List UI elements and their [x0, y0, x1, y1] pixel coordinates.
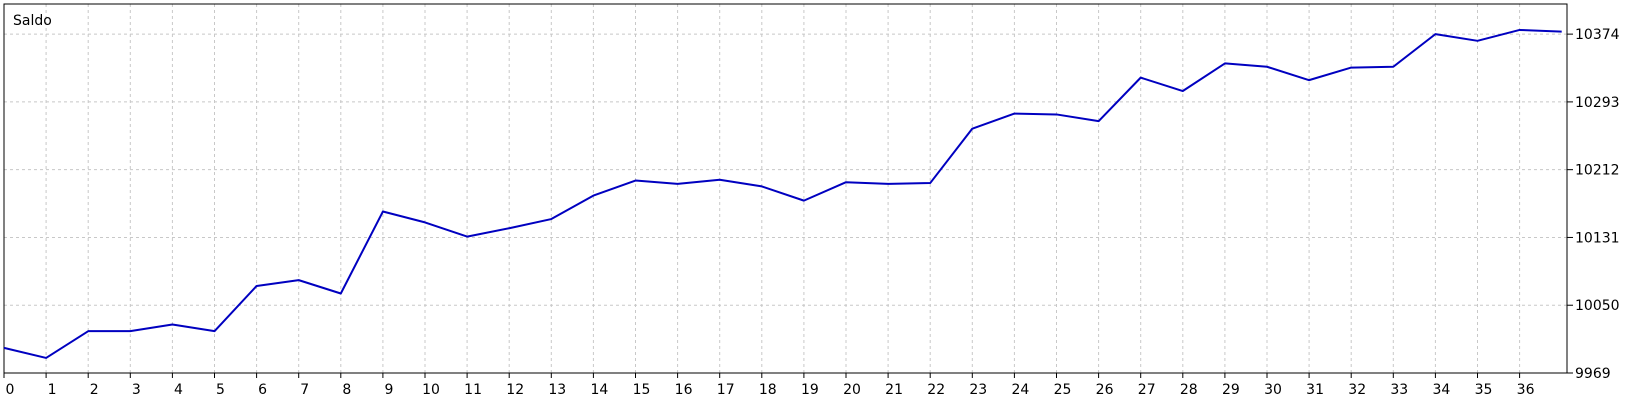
x-tick-label: 18 [759, 382, 777, 398]
x-tick-label: 10 [422, 382, 440, 398]
x-tick-label: 22 [927, 382, 945, 398]
x-tick-label: 0 [6, 382, 15, 398]
x-tick-label: 29 [1222, 382, 1240, 398]
x-tick-label: 17 [717, 382, 735, 398]
x-tick-label: 19 [801, 382, 819, 398]
x-tick-label: 20 [843, 382, 861, 398]
x-tick-label: 26 [1096, 382, 1114, 398]
x-tick-label: 5 [216, 382, 225, 398]
x-tick-label: 3 [132, 382, 141, 398]
x-tick-label: 32 [1348, 382, 1366, 398]
y-axis-ticks: 9969 10050 10131 10212 10293 10374 [1567, 27, 1620, 382]
x-tick-label: 36 [1517, 382, 1535, 398]
y-tick-label: 10050 [1575, 298, 1620, 314]
legend-series-name: Saldo [13, 13, 52, 29]
x-tick-label: 11 [464, 382, 482, 398]
x-tick-label: 23 [969, 382, 987, 398]
x-tick-label: 28 [1180, 382, 1198, 398]
x-tick-label: 1 [48, 382, 57, 398]
x-tick-label: 13 [548, 382, 566, 398]
y-tick-label: 10212 [1575, 163, 1620, 179]
x-tick-label: 14 [590, 382, 608, 398]
x-tick-label: 12 [506, 382, 524, 398]
x-tick-label: 25 [1054, 382, 1072, 398]
series-line-saldo [4, 30, 1562, 358]
y-tick-label: 10374 [1575, 27, 1620, 43]
x-tick-label: 15 [633, 382, 651, 398]
x-tick-label: 9 [384, 382, 393, 398]
x-tick-label: 21 [885, 382, 903, 398]
series-layer [4, 30, 1562, 358]
gridlines [4, 4, 1567, 373]
x-tick-label: 7 [300, 382, 309, 398]
x-tick-label: 27 [1138, 382, 1156, 398]
x-tick-label: 31 [1306, 382, 1324, 398]
plot-frame [4, 4, 1567, 373]
x-tick-label: 35 [1475, 382, 1493, 398]
x-tick-label: 33 [1390, 382, 1408, 398]
y-tick-label: 10131 [1575, 230, 1620, 246]
x-tick-label: 24 [1011, 382, 1029, 398]
x-tick-label: 4 [174, 382, 183, 398]
y-tick-label: 10293 [1575, 95, 1620, 111]
x-tick-label: 30 [1264, 382, 1282, 398]
x-tick-label: 34 [1432, 382, 1450, 398]
x-tick-label: 2 [90, 382, 99, 398]
y-tick-label: 9969 [1575, 366, 1611, 382]
x-tick-label: 16 [675, 382, 693, 398]
x-tick-label: 6 [258, 382, 267, 398]
x-tick-label: 8 [342, 382, 351, 398]
